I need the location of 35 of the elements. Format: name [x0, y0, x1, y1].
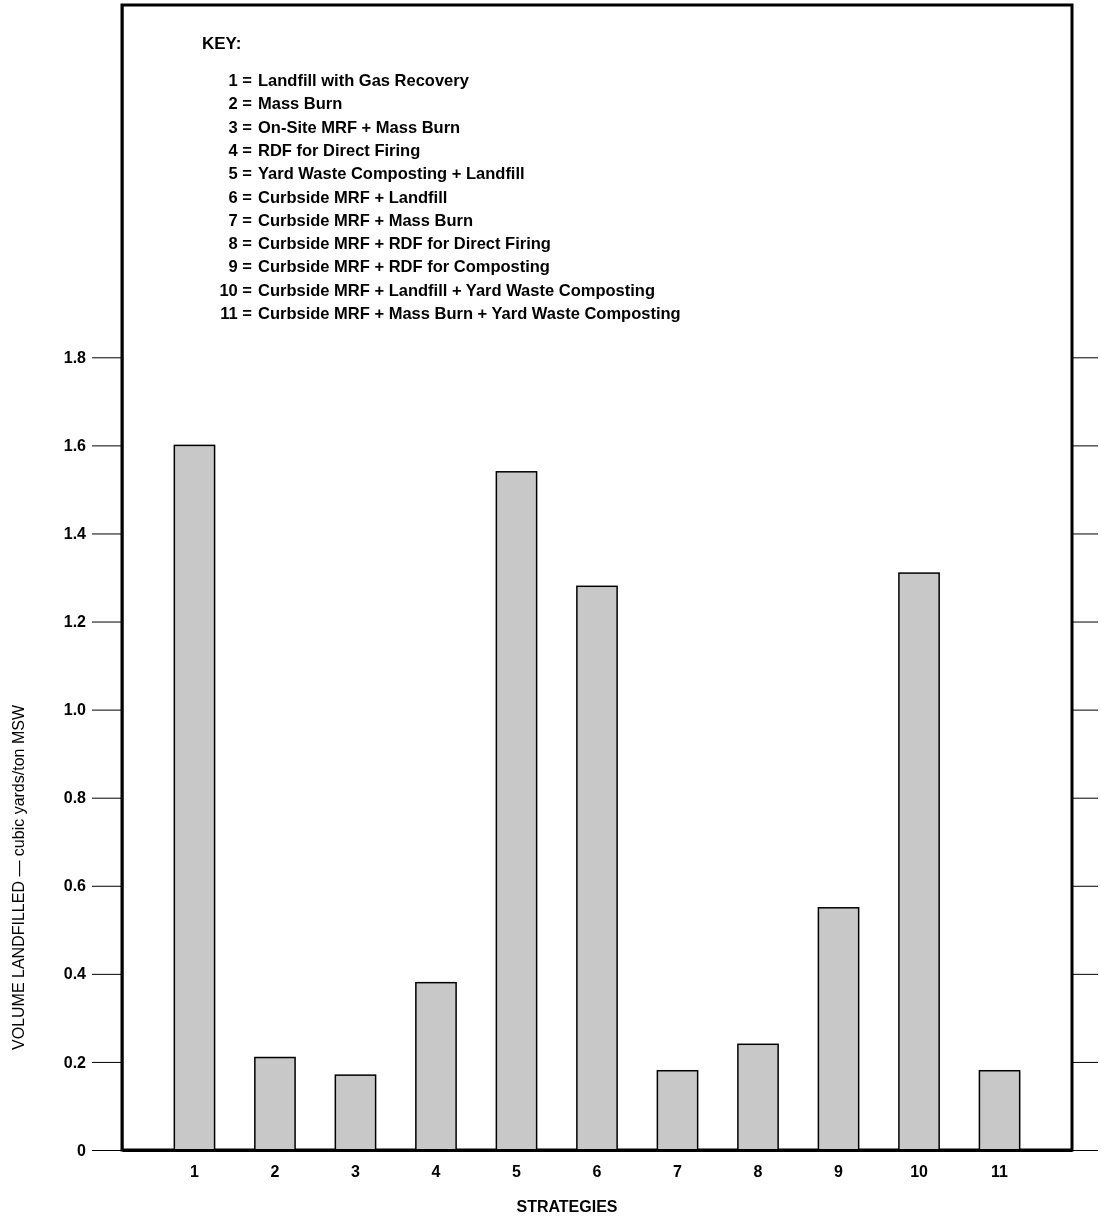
annotation: 2 = Mass Burn [228, 94, 343, 113]
annotation: 1 = Landfill with Gas Recovery [228, 71, 470, 89]
annotation: 3 = On-Site MRF + Mass Burn [228, 117, 461, 136]
annotation: 5 = Yard Waste Composting + Landfill [228, 164, 525, 183]
x-tick-label: 3 [351, 1163, 361, 1181]
annotation: 4 = RDF for Direct Firing [228, 140, 421, 159]
annotation: 7 = Curbside MRF + Mass Burn [228, 210, 473, 229]
x-tick-label: 10 [910, 1163, 929, 1181]
y-tick-label: 1.0 [63, 701, 87, 719]
annotation: KEY: [202, 34, 242, 53]
x-tick-label: 7 [673, 1163, 683, 1181]
x-tick-label: 11 [991, 1163, 1009, 1181]
x-axis-title: STRATEGIES [516, 1198, 618, 1215]
annotation: 10 = Curbside MRF + Landfill + Yard Waste Composting [219, 280, 655, 299]
annotation: 8 = Curbside MRF + RDF for Direct Firing [228, 234, 551, 253]
y-tick-label: 0 [77, 1141, 87, 1159]
annotation: 11 = Curbside MRF + Mass Burn + Yard Waste Composting [220, 304, 681, 322]
y-tick-label: 0.8 [63, 789, 87, 807]
x-tick-label: 1 [190, 1163, 199, 1181]
x-tick-label: 2 [270, 1163, 280, 1181]
x-tick-label: 4 [431, 1163, 441, 1181]
x-tick-label: 8 [753, 1163, 763, 1181]
annotation: 9 = Curbside MRF + RDF for Composting [228, 257, 550, 276]
y-tick-label: 0.6 [63, 877, 87, 895]
x-tick-label: 5 [512, 1163, 522, 1181]
x-tick-label: 9 [834, 1163, 844, 1181]
y-axis-title: VOLUME LANDFILLED — cubic yards/ton MSW [10, 704, 27, 1050]
y-tick-label: 0.4 [63, 965, 87, 983]
y-tick-label: 1.6 [63, 437, 87, 454]
x-tick-label: 6 [592, 1163, 602, 1181]
y-tick-label: 0.2 [63, 1053, 87, 1071]
annotation: 6 = Curbside MRF + Landfill [228, 187, 448, 206]
y-tick-label: 1.4 [63, 525, 87, 543]
y-tick-label: 1.2 [63, 613, 87, 631]
y-tick-label: 1.8 [63, 348, 87, 366]
